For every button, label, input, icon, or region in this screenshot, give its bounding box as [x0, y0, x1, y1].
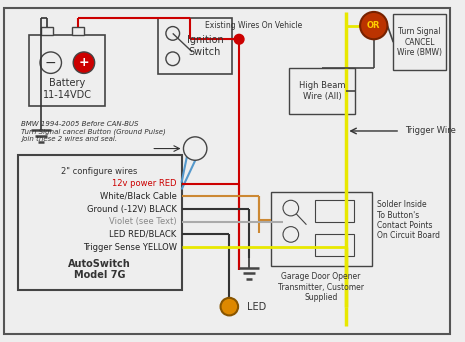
Text: Garage Door Opener
Transmitter, Customer
Supplied: Garage Door Opener Transmitter, Customer…	[278, 272, 364, 302]
Text: Solder Inside
To Button's
Contact Points
On Circuit Board: Solder Inside To Button's Contact Points…	[377, 200, 440, 240]
Text: Ground (-12V) BLACK: Ground (-12V) BLACK	[87, 205, 177, 213]
Text: Violet (see Text): Violet (see Text)	[109, 217, 177, 226]
Circle shape	[283, 227, 299, 242]
Circle shape	[73, 52, 95, 74]
Circle shape	[184, 137, 207, 160]
Text: 2" configure wires: 2" configure wires	[61, 167, 138, 175]
Circle shape	[360, 12, 387, 39]
FancyBboxPatch shape	[315, 200, 354, 222]
FancyBboxPatch shape	[41, 27, 53, 35]
Circle shape	[283, 200, 299, 216]
Text: White/Black Cable: White/Black Cable	[100, 192, 177, 201]
FancyBboxPatch shape	[271, 193, 372, 266]
Text: 12v power RED: 12v power RED	[112, 179, 177, 188]
Circle shape	[220, 298, 238, 315]
Text: LED: LED	[247, 302, 266, 312]
Circle shape	[166, 27, 179, 40]
FancyBboxPatch shape	[29, 35, 106, 106]
Text: High Beam
Wire (All): High Beam Wire (All)	[299, 81, 345, 101]
Text: Battery
11-14VDC: Battery 11-14VDC	[43, 78, 92, 100]
Text: −: −	[45, 56, 57, 70]
Circle shape	[234, 35, 244, 44]
Text: Existing Wires On Vehicle: Existing Wires On Vehicle	[205, 21, 302, 30]
FancyBboxPatch shape	[289, 68, 355, 114]
Text: Turn Signal
CANCEL
Wire (BMW): Turn Signal CANCEL Wire (BMW)	[397, 27, 442, 57]
FancyBboxPatch shape	[72, 27, 84, 35]
FancyBboxPatch shape	[315, 234, 354, 256]
Text: BMW 1994-2005 Before CAN-BUS
Turn Signal cancel Button (Ground Pulse)
Join these: BMW 1994-2005 Before CAN-BUS Turn Signal…	[21, 121, 166, 142]
Text: Trigger Sense YELLOW: Trigger Sense YELLOW	[83, 242, 177, 252]
Circle shape	[166, 52, 179, 66]
Text: Ignition
Switch: Ignition Switch	[186, 35, 223, 57]
FancyBboxPatch shape	[158, 18, 232, 75]
Text: +: +	[79, 56, 89, 69]
Circle shape	[40, 52, 61, 74]
FancyBboxPatch shape	[393, 14, 446, 70]
Text: LED RED/BLACK: LED RED/BLACK	[109, 230, 177, 239]
Text: AutoSwitch
Model 7G: AutoSwitch Model 7G	[68, 259, 131, 280]
FancyBboxPatch shape	[18, 155, 181, 290]
Text: Trigger Wire: Trigger Wire	[405, 127, 456, 135]
Text: OR: OR	[367, 21, 380, 30]
FancyBboxPatch shape	[4, 8, 450, 334]
